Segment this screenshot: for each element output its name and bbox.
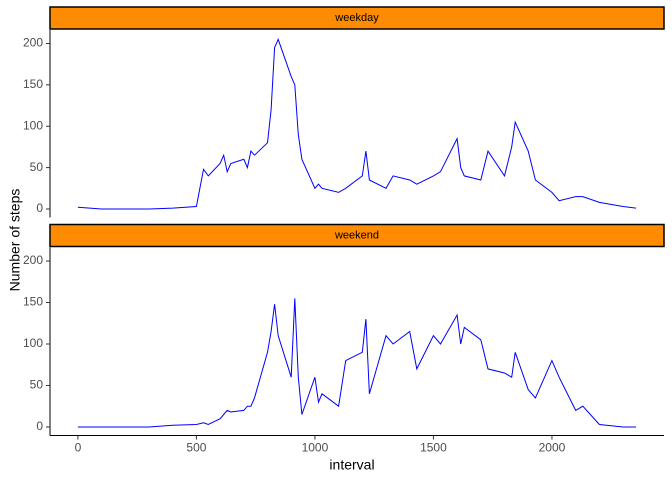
strip <box>49 6 665 30</box>
x-tick-label: 500 <box>186 441 206 455</box>
strip-label: weekday <box>334 12 379 24</box>
strip-label: weekend <box>334 229 379 241</box>
y-tick-label: 150 <box>23 77 43 91</box>
y-tick-label: 0 <box>36 419 43 433</box>
x-tick-label: 1000 <box>302 441 329 455</box>
y-tick-label: 0 <box>36 201 43 215</box>
y-tick-label: 100 <box>23 336 43 350</box>
y-tick-label: 150 <box>23 295 43 309</box>
x-tick-label: 2000 <box>539 441 566 455</box>
strip <box>49 223 665 248</box>
x-tick-label: 1500 <box>420 441 447 455</box>
x-tick-label: 0 <box>75 441 82 455</box>
y-tick-label: 50 <box>30 160 44 174</box>
line <box>77 38 637 210</box>
x-axis-label: interval <box>329 457 374 473</box>
y-axis-label: Number of steps <box>7 189 23 292</box>
y-tick-label: 50 <box>30 378 44 392</box>
y-tick-label: 200 <box>23 36 43 50</box>
y-tick-label: 200 <box>23 253 43 267</box>
y-tick-label: 100 <box>23 118 43 132</box>
line <box>77 298 637 428</box>
